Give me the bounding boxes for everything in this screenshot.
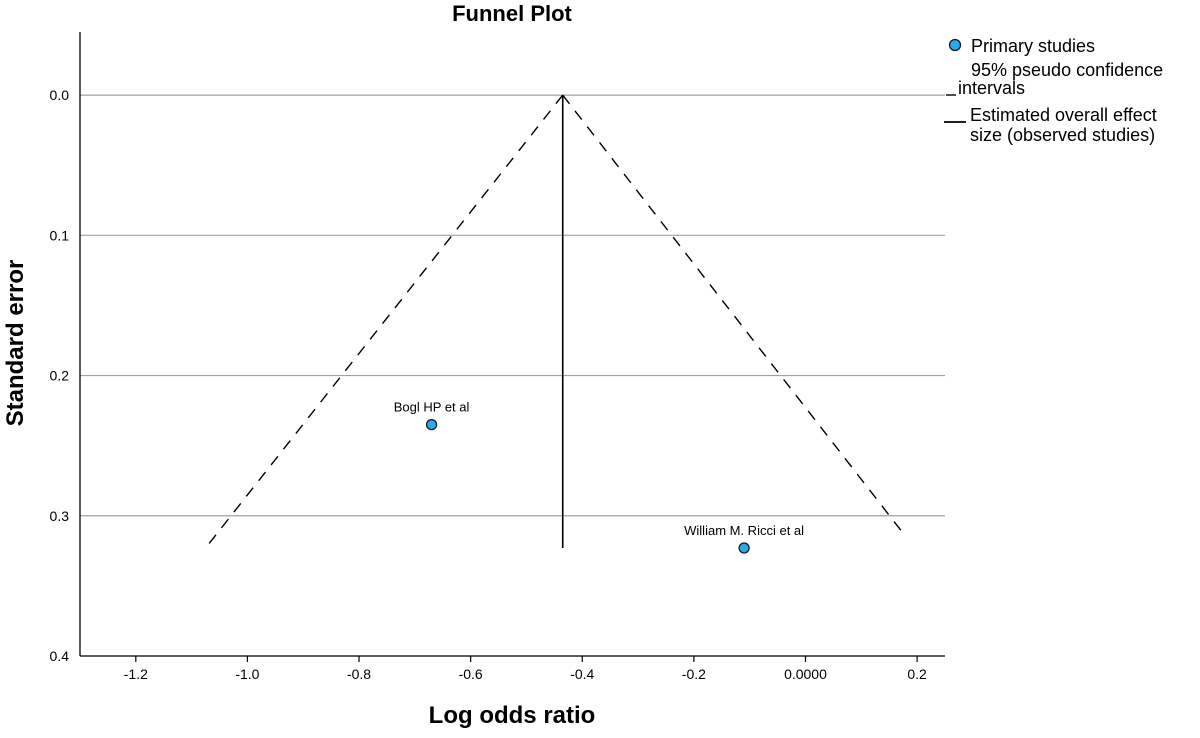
x-tick-label-2: -0.8: [347, 666, 371, 682]
legend-symbol-0: [948, 38, 962, 52]
y-tick-label-2: 0.2: [50, 368, 70, 384]
x-tick-label-7: 0.2: [907, 666, 927, 682]
x-tick-label-1: -1.0: [235, 666, 259, 682]
data-points: Bogl HP et al William M. Ricci et al: [394, 400, 804, 554]
axes: 0.0 0.1 0.2 0.3 0.4 -1.2 -1.0 -0.8 -0.6 -0.4 -0.2 0…: [50, 32, 945, 682]
legend-label-2: Estimated overall effect size (observed s…: [970, 105, 1157, 145]
y-tick-label-0: 0.0: [50, 87, 70, 103]
point-label-0: Bogl HP et al: [394, 400, 470, 415]
data-point-0: [425, 418, 438, 431]
y-tick-label-4: 0.4: [50, 648, 70, 664]
y-tick-label-1: 0.1: [50, 227, 70, 243]
funnel-lines: [205, 94, 907, 549]
y-axis-title: Standard error: [2, 260, 29, 427]
x-tick-label-4: -0.4: [570, 666, 594, 682]
confidence-line-left: [205, 94, 564, 549]
x-axis-title: Log odds ratio: [429, 702, 596, 729]
x-tick-label-5: -0.2: [682, 666, 706, 682]
y-tick-label-3: 0.3: [50, 508, 70, 524]
legend-label-1: 95% pseudo confidence intervals: [958, 60, 1163, 98]
data-point-1: [738, 542, 750, 554]
legend: Primary studies 95% pseudo confidence inte…: [944, 36, 1163, 145]
confidence-line-right: [562, 94, 907, 538]
chart-title: Funnel Plot: [452, 1, 572, 26]
point-label-1: William M. Ricci et al: [684, 523, 804, 538]
x-tick-label-0: -1.2: [124, 666, 148, 682]
x-tick-label-3: -0.6: [459, 666, 483, 682]
grid-lines: [80, 94, 945, 517]
legend-label-0: Primary studies: [971, 36, 1095, 56]
x-tick-label-6: 0.0000: [784, 666, 827, 682]
